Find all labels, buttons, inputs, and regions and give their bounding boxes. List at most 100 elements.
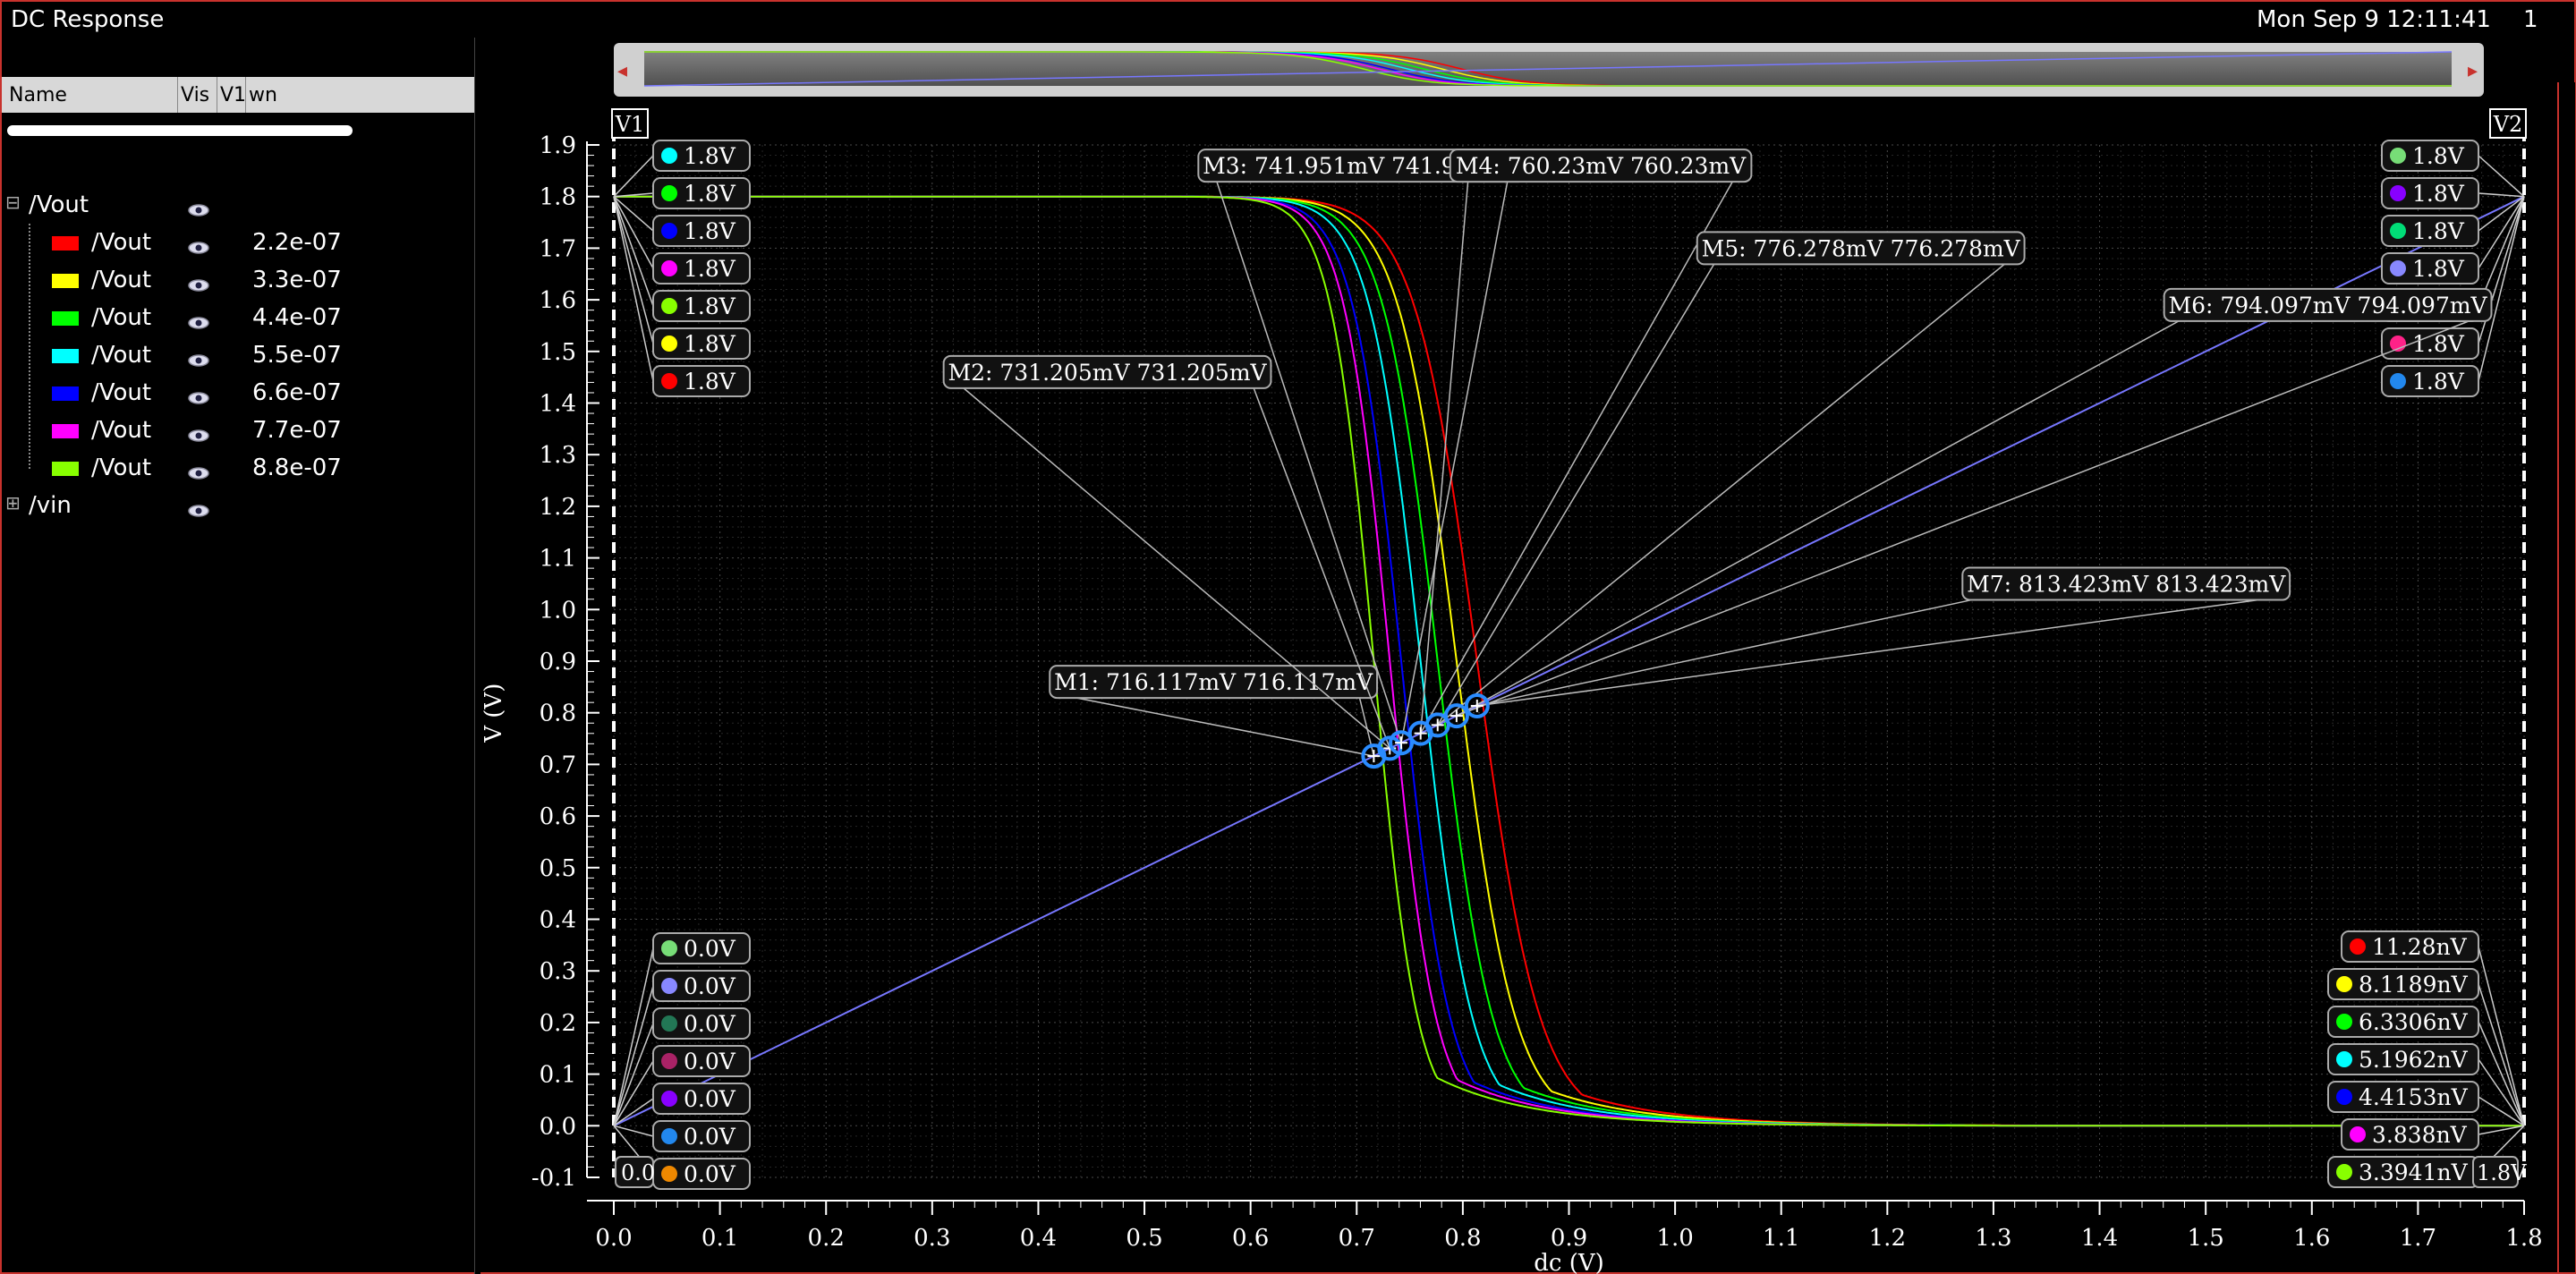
cursor-x-box	[615, 1156, 654, 1188]
legend-group[interactable]: ⊞ /vin	[2, 487, 476, 522]
y-tick-label: 1.4	[540, 391, 576, 418]
right-scrollbar[interactable]	[2557, 82, 2575, 1272]
cursor-value-label: 1.8V	[684, 293, 736, 319]
trace-color-swatch	[52, 311, 79, 326]
legend-group[interactable]: ⊟ /Vout	[2, 186, 476, 222]
visibility-eye-icon[interactable]	[188, 497, 209, 517]
trace-color-swatch	[52, 424, 79, 438]
cursor-value-label-box	[652, 365, 751, 397]
x-tick-label: 1.8	[2505, 1225, 2542, 1252]
marker-point	[1389, 730, 1415, 756]
trace-name: /Vout	[91, 417, 152, 444]
cursor-leader	[613, 947, 654, 1126]
y-tick-label: 1.9	[540, 132, 576, 159]
cursor-leader	[613, 192, 654, 198]
legend-panel: Name Vis V1 wn ⊟ /Vout/Vout 2.2e-07/Vout 3.…	[2, 38, 476, 1272]
x-tick-label: 0.7	[1339, 1225, 1375, 1252]
trace-name: /Vout	[91, 229, 152, 256]
y-tick-label: 0.5	[540, 855, 576, 882]
trace-wn: 5.5e-07	[252, 342, 342, 369]
cursor-leader	[2478, 983, 2525, 1126]
cursor-leader	[2478, 1096, 2525, 1126]
cursor-value-label-box	[652, 215, 751, 247]
cursor-value-label: 5.1962nV	[2359, 1047, 2469, 1073]
x-tick-label: 1.0	[1656, 1225, 1693, 1252]
marker-leader	[1400, 179, 1509, 743]
marker-box	[1696, 231, 2026, 266]
cursor-value-label: 1.8V	[684, 369, 736, 395]
y-tick-label: -0.1	[531, 1165, 576, 1192]
cursor-value-label-dot	[2336, 1014, 2352, 1030]
group-name: /Vout	[29, 191, 89, 218]
cursor-leader	[613, 1098, 654, 1126]
x-tick-label: 0.8	[1444, 1225, 1481, 1252]
visibility-eye-icon[interactable]	[188, 234, 209, 254]
marker-leader	[1476, 597, 2273, 707]
trace-wn: 4.4e-07	[252, 304, 342, 331]
cursor-value-label-box	[652, 932, 751, 964]
cursor-v1-tag	[611, 108, 649, 139]
legend-scrollbar[interactable]	[7, 125, 353, 136]
cursor-value-label-dot	[661, 1128, 677, 1144]
visibility-eye-icon[interactable]	[188, 460, 209, 480]
visibility-eye-icon[interactable]	[188, 310, 209, 329]
cursor-leader	[2478, 196, 2525, 269]
legend-header: Name Vis V1 wn	[2, 77, 476, 113]
legend-item[interactable]: /Vout 2.2e-07	[2, 224, 476, 259]
cursor-value-label-dot	[661, 1091, 677, 1107]
legend-item[interactable]: /Vout 3.3e-07	[2, 261, 476, 297]
marker-box	[2163, 287, 2493, 322]
expand-icon[interactable]: ⊟	[5, 191, 21, 213]
x-tick-label: 0.4	[1020, 1225, 1057, 1252]
cursor-value-label: 0.0V	[684, 1124, 736, 1150]
legend-item[interactable]: /Vout 6.6e-07	[2, 374, 476, 410]
col-name[interactable]: Name	[9, 84, 67, 106]
x-tick-label: 1.3	[1975, 1225, 2011, 1252]
legend-item[interactable]: /Vout 4.4e-07	[2, 299, 476, 335]
cursor-value-label-dot	[2390, 148, 2406, 164]
cursor-value-label-box	[2381, 365, 2479, 397]
col-v1[interactable]: V1	[220, 84, 247, 106]
x-tick-label: 0.9	[1551, 1225, 1587, 1252]
cursor-value-label-box	[652, 970, 751, 1002]
visibility-eye-icon[interactable]	[188, 197, 209, 217]
marker-leader	[1456, 318, 2474, 717]
trace-name: /Vout	[91, 267, 152, 293]
legend-item[interactable]: /Vout 5.5e-07	[2, 336, 476, 372]
cursor-value-label-box	[652, 327, 751, 360]
x-tick-label: 0.2	[808, 1225, 845, 1252]
cursor-value-label-box	[2327, 968, 2479, 1000]
cursor-x-label: 0.0	[621, 1160, 655, 1185]
visibility-eye-icon[interactable]	[188, 385, 209, 404]
cursor-value-label-dot	[661, 298, 677, 314]
cursor-value-label-box	[652, 1083, 751, 1115]
col-vis[interactable]: Vis	[181, 84, 210, 106]
cursor-value-label: 1.8V	[2412, 331, 2465, 357]
cursor-value-label-box	[2341, 930, 2479, 963]
cursor-leader	[2478, 1021, 2525, 1126]
cursor-v2-label: V2	[2493, 112, 2523, 137]
legend-item[interactable]: /Vout 8.8e-07	[2, 449, 476, 485]
expand-icon[interactable]: ⊞	[5, 492, 21, 514]
legend-item[interactable]: /Vout 7.7e-07	[2, 412, 476, 447]
cursor-value-label: 6.3306nV	[2359, 1009, 2469, 1035]
panel-splitter[interactable]	[474, 38, 480, 1274]
visibility-eye-icon[interactable]	[188, 422, 209, 442]
marker-box	[942, 354, 1272, 389]
trace-color-swatch	[52, 386, 79, 401]
cursor-x-box	[2472, 1156, 2519, 1188]
cursor-x-label: 1.8V	[2477, 1160, 2527, 1185]
marker-label: M7: 813.423mV 813.423mV	[1967, 571, 2286, 597]
cursor-value-label: 1.8V	[2412, 218, 2465, 244]
visibility-eye-icon[interactable]	[188, 347, 209, 367]
cursor-value-label: 1.8V	[2412, 181, 2465, 207]
cursor-value-label-dot	[661, 978, 677, 994]
cursor-value-label-box	[652, 290, 751, 322]
cursor-value-label-box	[652, 252, 751, 285]
x-axis-label: dc (V)	[1534, 1250, 1604, 1274]
cursor-value-label-box	[2381, 327, 2479, 360]
cursor-leader	[613, 1125, 654, 1137]
col-wn[interactable]: wn	[249, 84, 277, 106]
visibility-eye-icon[interactable]	[188, 272, 209, 292]
